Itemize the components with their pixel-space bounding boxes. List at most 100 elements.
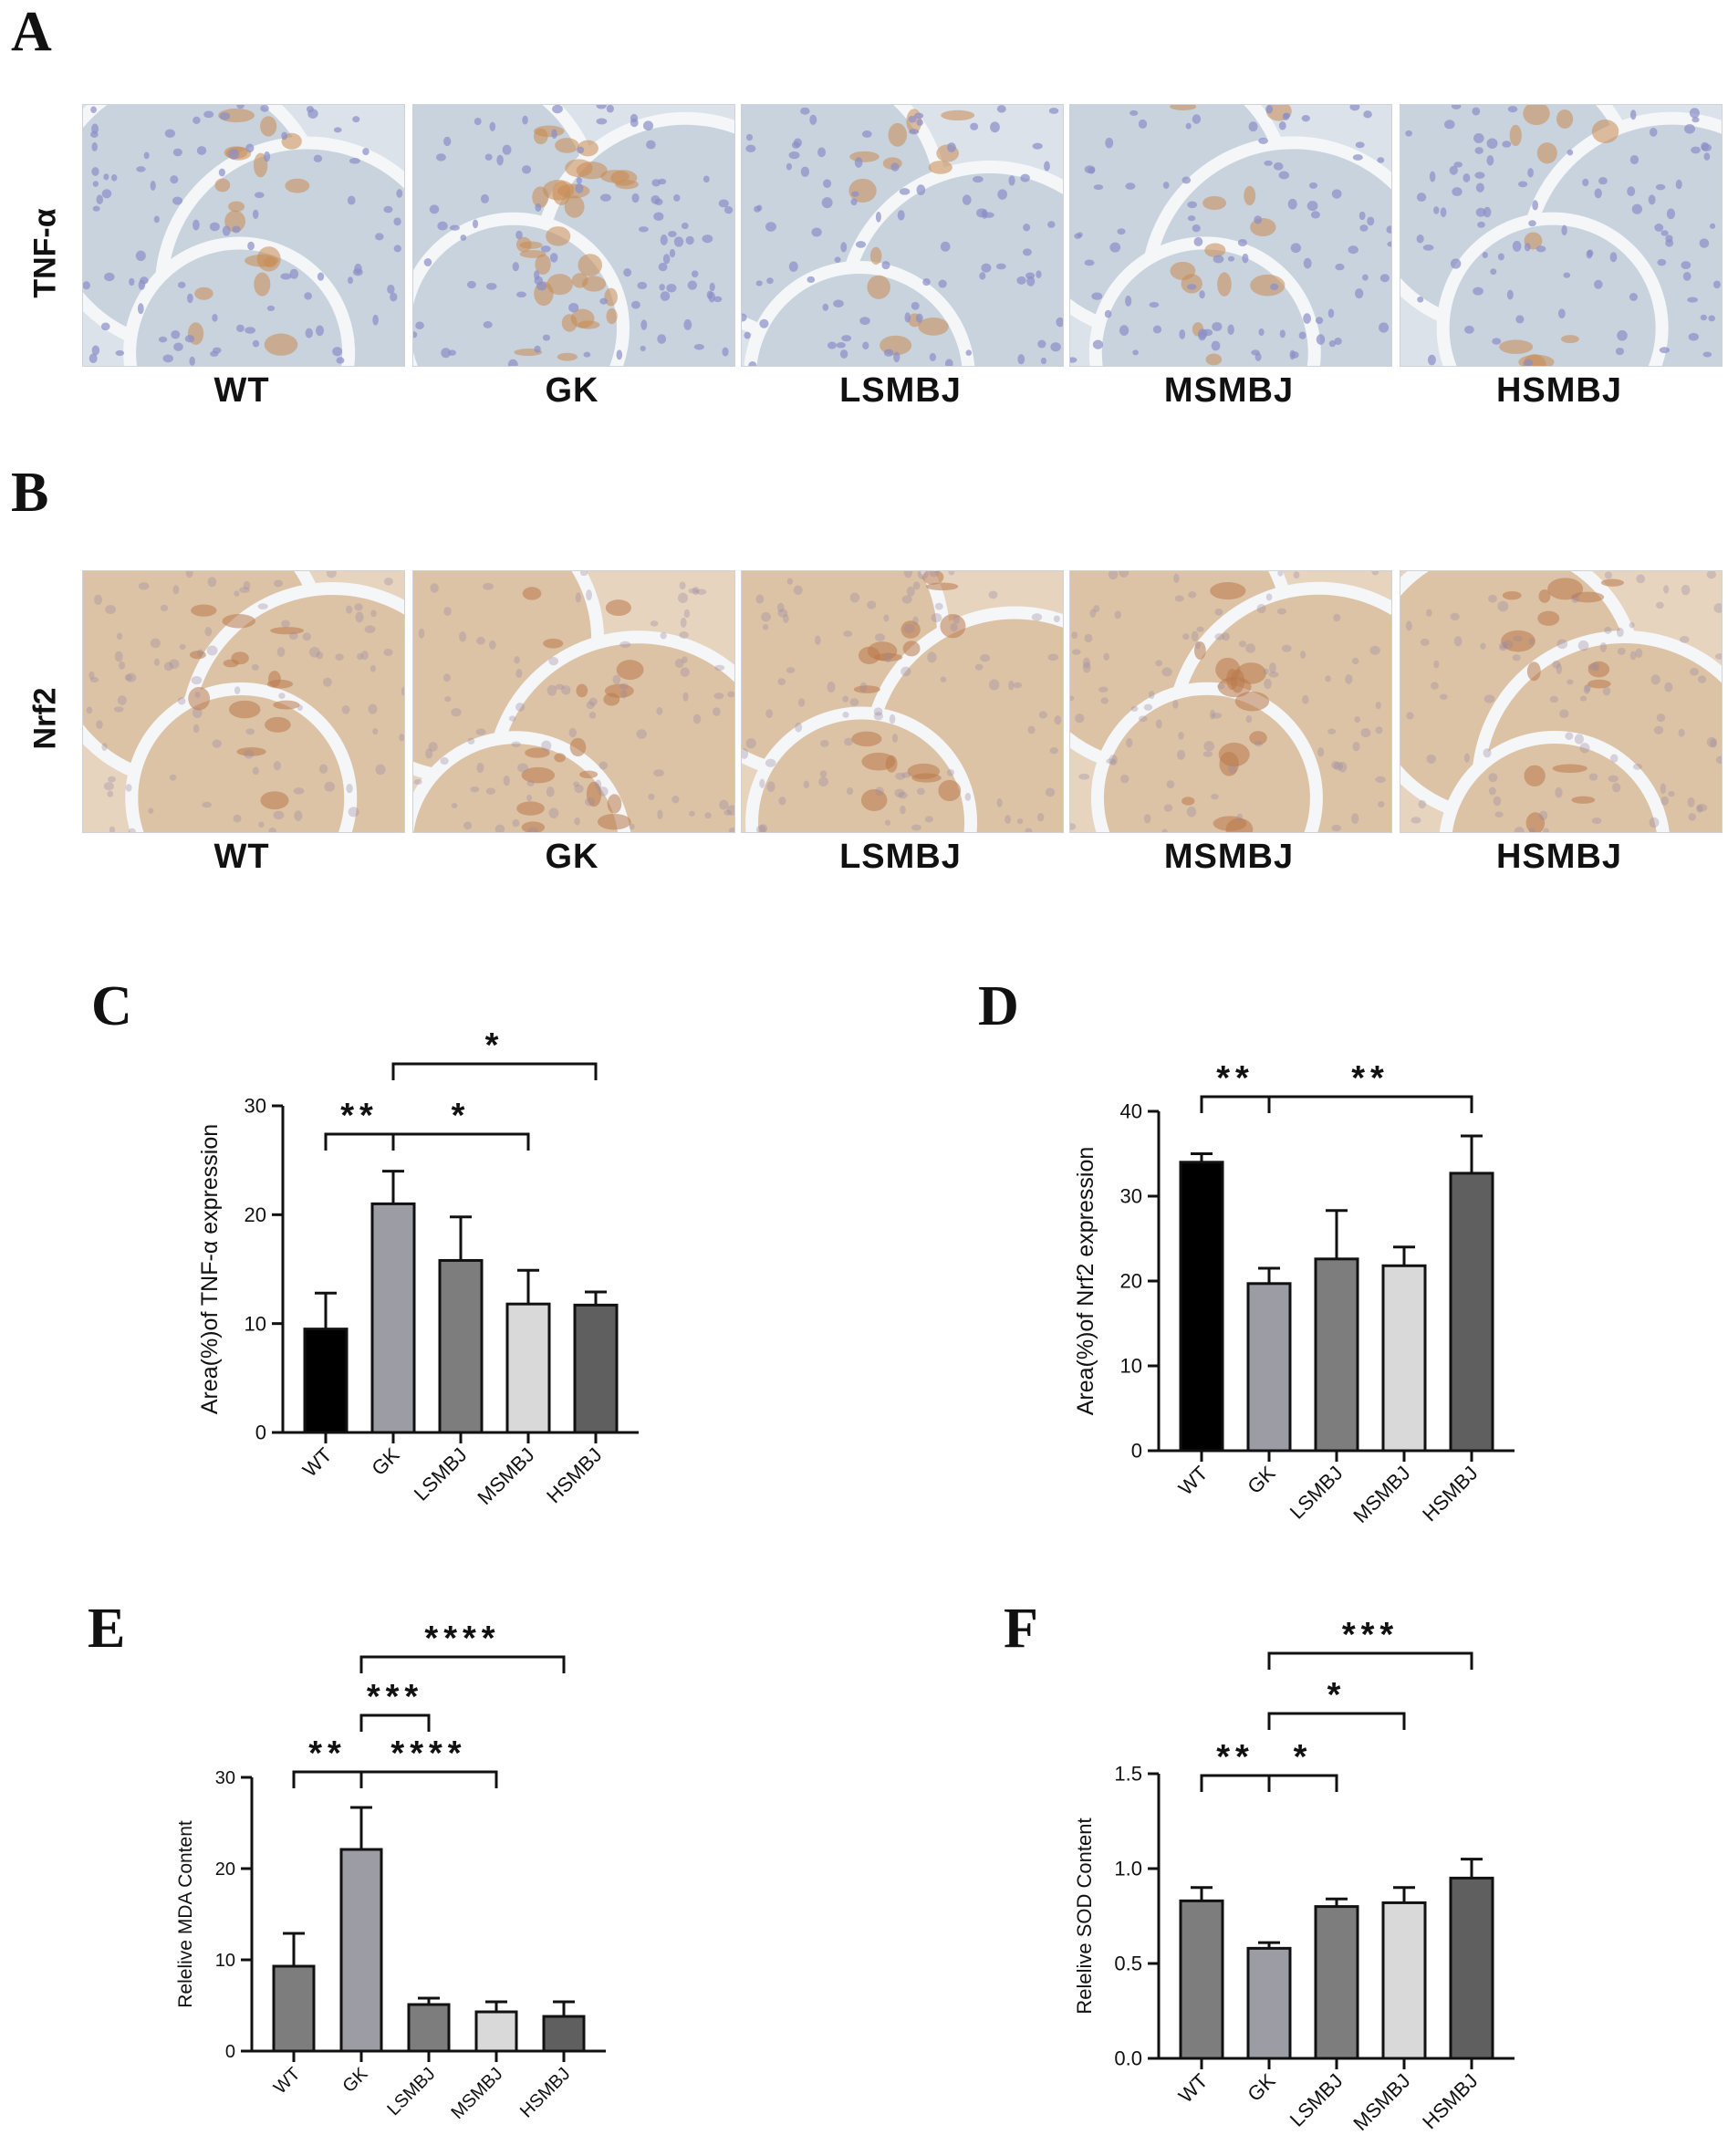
- x-tick-label-gk: GK: [1243, 1462, 1279, 1498]
- significance-label: ****: [390, 1734, 466, 1773]
- bar-lsmbj: [438, 1258, 484, 1434]
- y-tick-label: 30: [245, 1095, 266, 1118]
- micrograph-label-b-wt: WT: [213, 838, 270, 876]
- panel-letter-f: F: [1004, 1598, 1038, 1660]
- micrograph-label-a-hsmbj: HSMBJ: [1495, 371, 1623, 410]
- micrograph-a-msmbj: [1069, 104, 1392, 367]
- y-tick-label: 0: [255, 1422, 266, 1444]
- micrograph-label-b-hsmbj: HSMBJ: [1495, 838, 1623, 876]
- y-axis-label: Relelive MDA Content: [175, 1820, 196, 2008]
- x-tick-label-msmbj: MSMBJ: [447, 2064, 506, 2123]
- micrograph-label-b-gk: GK: [545, 838, 599, 876]
- y-axis-label: Relelive SOD Content: [1073, 1817, 1096, 2014]
- chart-d-nrf2-area: 0 10 20 30 40 Area(%)of Nrf2 expression WT GK LS…: [1073, 1059, 1515, 1527]
- micrograph-b-hsmbj: [1400, 570, 1723, 833]
- x-tick-label-hsmbj: HSMBJ: [1418, 2069, 1482, 2133]
- micrograph-label-a-msmbj: MSMBJ: [1163, 371, 1295, 410]
- micrograph-b-gk: [412, 570, 735, 833]
- micrograph-label-a-wt: WT: [213, 371, 270, 410]
- significance-label: **: [1351, 1059, 1390, 1098]
- x-tick-label-wt: WT: [1174, 2069, 1213, 2108]
- panel-letter-b: B: [11, 462, 49, 524]
- bar-lsmbj: [1314, 1905, 1359, 2060]
- significance-bracket: [1267, 1651, 1473, 1670]
- micrograph-label-a-lsmbj: LSMBJ: [839, 371, 962, 410]
- y-tick-label: 30: [1120, 1185, 1142, 1208]
- y-tick-label: 20: [245, 1203, 266, 1226]
- significance-label: *: [485, 1026, 505, 1065]
- micrograph-b-wt: [82, 570, 405, 833]
- row-label-tnf-alpha: TNF-α: [27, 208, 63, 298]
- y-tick-label: 10: [245, 1312, 266, 1335]
- bar-hsmbj: [542, 2015, 586, 2053]
- y-tick-label: 10: [215, 1951, 235, 1971]
- significance-bracket: [359, 1713, 431, 1732]
- bar-gk: [1246, 1946, 1292, 2060]
- y-axis-label: Area(%)of Nrf2 expression: [1073, 1147, 1098, 1416]
- bar-gk: [1246, 1282, 1292, 1453]
- significance-label: *: [1294, 1738, 1313, 1776]
- bar-msmbj: [474, 2010, 518, 2053]
- chart-e-mda-content: 0 10 20 30 Relelive MDA Content WT GK LSMBJ MSMB…: [175, 1620, 606, 2123]
- x-tick-label-hsmbj: HSMBJ: [542, 1443, 606, 1507]
- micrograph-label-b-lsmbj: LSMBJ: [839, 838, 962, 876]
- bar-msmbj: [505, 1302, 551, 1434]
- y-tick-label: 0: [225, 2042, 235, 2062]
- chart-c-tnf-alpha-area: 0 10 20 30 Area(%)of TNF-α expression WT GK LSM…: [197, 1026, 639, 1509]
- significance-bracket: [359, 1655, 566, 1673]
- y-tick-label: 40: [1120, 1100, 1142, 1123]
- x-tick-label-lsmbj: LSMBJ: [1286, 1462, 1348, 1524]
- micrograph-label-b-msmbj: MSMBJ: [1163, 838, 1295, 876]
- x-tick-label-wt: WT: [298, 1443, 337, 1482]
- x-tick-label-hsmbj: HSMBJ: [516, 2064, 574, 2121]
- y-tick-label: 0.5: [1114, 1953, 1142, 1975]
- bar-wt: [1179, 1161, 1224, 1453]
- significance-label: *: [452, 1097, 471, 1135]
- y-tick-label: 1.0: [1114, 1858, 1142, 1880]
- micrograph-b-lsmbj: [741, 570, 1064, 833]
- bar-wt: [1179, 1899, 1224, 2060]
- y-tick-label: 0.0: [1114, 2047, 1142, 2070]
- significance-bracket: [1200, 1095, 1271, 1113]
- significance-label: **: [1216, 1059, 1254, 1098]
- significance-bracket: [1267, 1712, 1406, 1730]
- significance-label: *: [1327, 1676, 1347, 1714]
- y-axis-label: Area(%)of TNF-α expression: [197, 1124, 223, 1414]
- bar-wt: [303, 1328, 349, 1434]
- y-tick-label: 30: [215, 1768, 235, 1788]
- y-tick-label: 20: [215, 1859, 235, 1880]
- panel-letter-e: E: [88, 1598, 126, 1660]
- x-tick-label-hsmbj: HSMBJ: [1418, 1462, 1482, 1526]
- micrograph-a-hsmbj: [1400, 104, 1723, 367]
- bar-gk: [339, 1848, 383, 2053]
- x-tick-label-lsmbj: LSMBJ: [1286, 2069, 1348, 2131]
- micrograph-b-msmbj: [1069, 570, 1392, 833]
- x-tick-label-msmbj: MSMBJ: [1348, 2069, 1414, 2135]
- row-label-nrf2: Nrf2: [27, 687, 63, 750]
- significance-bracket: [359, 1770, 498, 1788]
- chart-f-sod-content: 0.0 0.5 1.0 1.5 Relelive SOD Content WT GK LSMB…: [1073, 1616, 1515, 2135]
- x-tick-label-lsmbj: LSMBJ: [410, 1443, 472, 1505]
- x-tick-label-wt: WT: [270, 2064, 305, 2099]
- y-tick-label: 1.5: [1114, 1763, 1142, 1786]
- significance-bracket: [391, 1132, 530, 1151]
- micrograph-a-wt: [82, 104, 405, 367]
- significance-label: **: [1216, 1738, 1254, 1776]
- panel-letter-d: D: [978, 975, 1019, 1037]
- x-tick-label-lsmbj: LSMBJ: [383, 2064, 439, 2120]
- significance-bracket: [324, 1132, 395, 1151]
- bar-hsmbj: [1449, 1172, 1494, 1453]
- significance-bracket: [391, 1062, 598, 1080]
- micrograph-a-lsmbj: [741, 104, 1064, 367]
- bar-wt: [272, 1964, 316, 2053]
- bar-hsmbj: [1449, 1876, 1494, 2060]
- significance-bracket: [1267, 1095, 1473, 1113]
- panel-letter-a: A: [11, 1, 52, 63]
- bar-msmbj: [1381, 1901, 1427, 2060]
- micrograph-a-gk: [412, 104, 735, 367]
- significance-label: **: [340, 1097, 379, 1135]
- significance-label: **: [308, 1734, 347, 1773]
- significance-bracket: [1200, 1774, 1271, 1792]
- bar-lsmbj: [407, 2003, 451, 2053]
- x-tick-label-msmbj: MSMBJ: [473, 1443, 538, 1509]
